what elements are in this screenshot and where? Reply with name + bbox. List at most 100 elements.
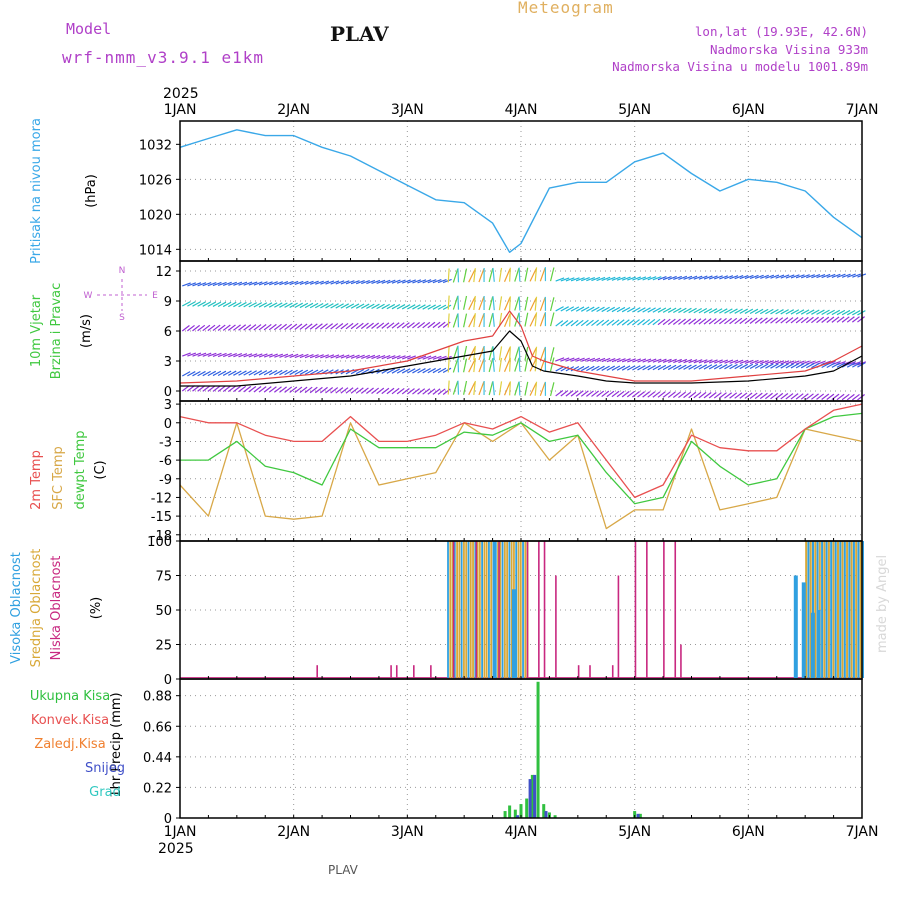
wind-barb — [371, 322, 380, 329]
wind-barb — [642, 365, 651, 371]
wind-barb — [233, 324, 241, 331]
wind-barb — [611, 276, 621, 281]
wind-barb — [632, 276, 642, 281]
wind-barb — [713, 318, 722, 325]
low-cloud-bar — [646, 541, 648, 678]
wind-barb — [279, 281, 289, 286]
y-tick-label: 9 — [164, 295, 172, 310]
wind-barb — [192, 301, 201, 307]
wind-barb — [795, 363, 805, 369]
y-tick-label: 0 — [164, 417, 172, 432]
panel-frames — [176, 120, 863, 819]
wind-barb — [309, 280, 319, 285]
wind-barb — [529, 313, 537, 327]
y-tick-label: 50 — [155, 604, 172, 619]
wind-barb — [422, 355, 432, 360]
wind-barb — [785, 317, 794, 324]
wind-barb — [217, 385, 226, 392]
wind-barb — [492, 346, 495, 361]
wind-barb — [253, 324, 262, 331]
wind-barb — [662, 358, 672, 363]
wind-barb — [729, 317, 738, 325]
wind-barb — [427, 388, 436, 395]
y-tick-label: 0.44 — [143, 751, 172, 766]
wind-barb — [233, 370, 242, 376]
wind-barb — [340, 303, 350, 309]
wind-barb — [217, 352, 227, 358]
wind-barb — [632, 365, 641, 371]
wind-barb — [744, 274, 754, 280]
wind-barb — [585, 390, 594, 397]
wind-barb — [524, 296, 529, 311]
wind-barb — [529, 382, 537, 396]
total-precip-bar — [536, 681, 540, 818]
wind-barb — [780, 317, 789, 324]
temp2m-title: 2m Temp — [29, 450, 44, 510]
wind-barb — [320, 386, 328, 394]
wind-barb — [708, 275, 718, 280]
wind-barb — [417, 304, 426, 310]
wind-barb — [309, 354, 319, 359]
wind-barb — [452, 358, 459, 373]
wind-barb — [744, 308, 754, 314]
wind-barb — [294, 302, 303, 309]
high-cloud-bar — [818, 541, 821, 678]
wind-barb — [473, 358, 476, 373]
wind-barb — [652, 358, 662, 363]
wind-barb — [555, 357, 565, 362]
wind-barb — [642, 318, 651, 326]
wind-barb — [667, 307, 677, 313]
wind-barb — [248, 302, 257, 308]
wind-barb — [391, 368, 401, 374]
wind-barb — [248, 370, 257, 376]
wind-barb — [759, 308, 769, 315]
wind-barb — [437, 367, 447, 374]
wind-barb — [606, 319, 615, 326]
snow-bar — [528, 779, 532, 818]
wind-barb — [570, 390, 579, 397]
wind-barb — [422, 279, 432, 284]
wind-barb — [555, 277, 565, 282]
wind-barb — [304, 280, 314, 285]
wind-barb — [765, 308, 774, 315]
lonlat-label: lon,lat (19.93E, 42.6N) — [694, 24, 868, 39]
wind-barb — [355, 303, 365, 309]
wind-barb — [734, 308, 743, 314]
wind-barb — [335, 323, 344, 330]
wind-barb — [412, 388, 420, 395]
precip-legend-item: Snijeg — [85, 761, 125, 776]
wind-barb — [222, 324, 231, 331]
wind-barb — [586, 306, 595, 312]
wind-barb — [749, 308, 759, 315]
wind-barb — [202, 370, 211, 377]
wind-barb — [238, 370, 247, 376]
wind-barb — [452, 268, 459, 283]
wind-barb — [452, 381, 459, 395]
wind-barb — [621, 358, 631, 363]
total-precip-bar — [525, 798, 529, 818]
y-tick-label: -6 — [159, 454, 172, 469]
wind-barb — [729, 363, 738, 370]
wind-barb — [401, 304, 411, 310]
wind-barb — [217, 301, 227, 308]
pressure-title: Pritisak na nivou mora — [29, 118, 44, 264]
wind-barb — [248, 281, 258, 286]
wind-barb — [637, 391, 646, 398]
wind-barb — [222, 370, 232, 376]
wind-barb — [207, 301, 217, 307]
wind-barb — [754, 308, 764, 315]
high-cloud-bar — [827, 541, 830, 678]
wind-barb — [503, 382, 511, 396]
wind-barb — [498, 381, 503, 396]
y-tick-label: 1032 — [139, 138, 172, 153]
wind-barb — [263, 302, 273, 308]
wind-barb — [345, 354, 355, 359]
mid-cloud-bar — [499, 541, 502, 678]
wind-barb — [760, 274, 769, 279]
wind-barb — [289, 369, 298, 376]
wind-barb — [299, 353, 309, 359]
wind-barb — [406, 322, 415, 329]
wind-barb — [795, 274, 805, 279]
wind-barb — [498, 296, 503, 311]
wind-barb — [187, 282, 197, 287]
